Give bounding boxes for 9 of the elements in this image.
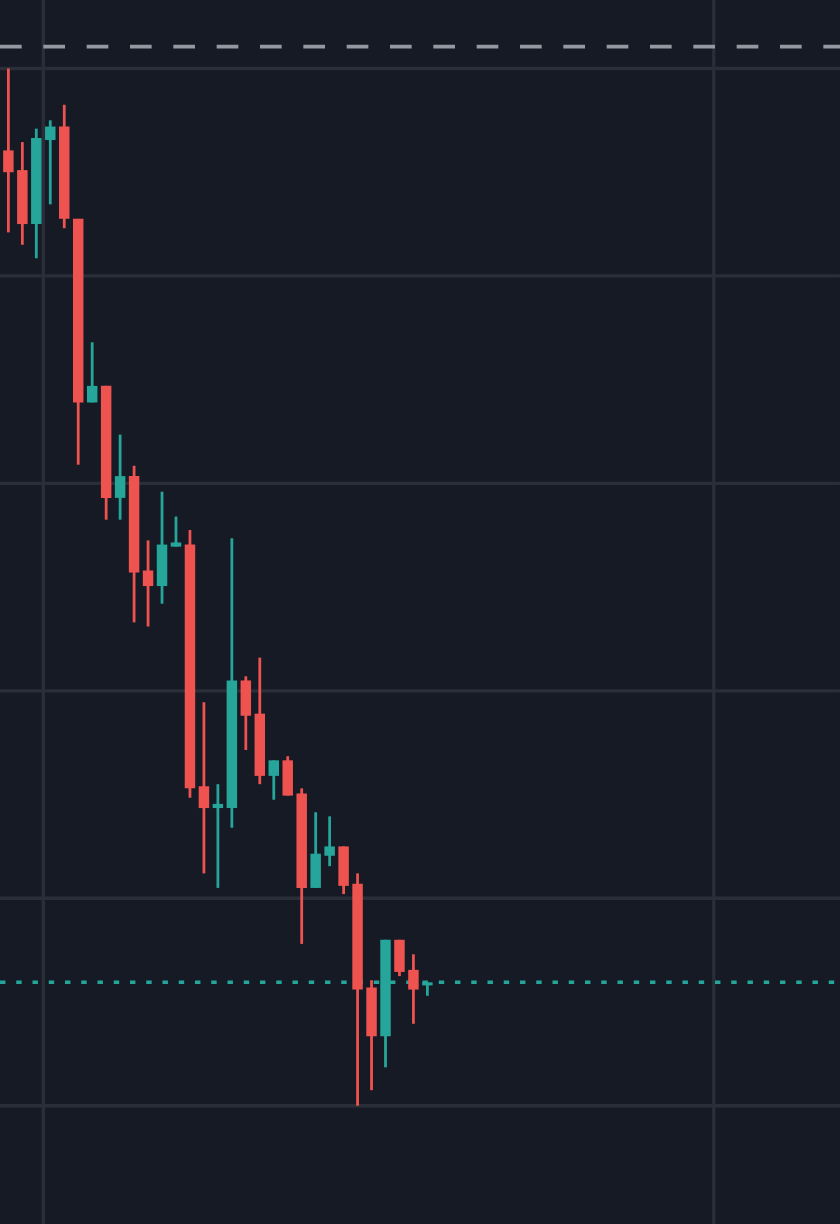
candlestick (142, 539, 154, 628)
candlestick (198, 700, 210, 875)
candlestick (170, 515, 182, 549)
candlestick (86, 340, 98, 404)
candlestick (156, 490, 168, 606)
candlestick (268, 758, 279, 802)
candlestick (114, 433, 126, 522)
candlestick (212, 782, 224, 890)
candlestick (240, 674, 252, 752)
